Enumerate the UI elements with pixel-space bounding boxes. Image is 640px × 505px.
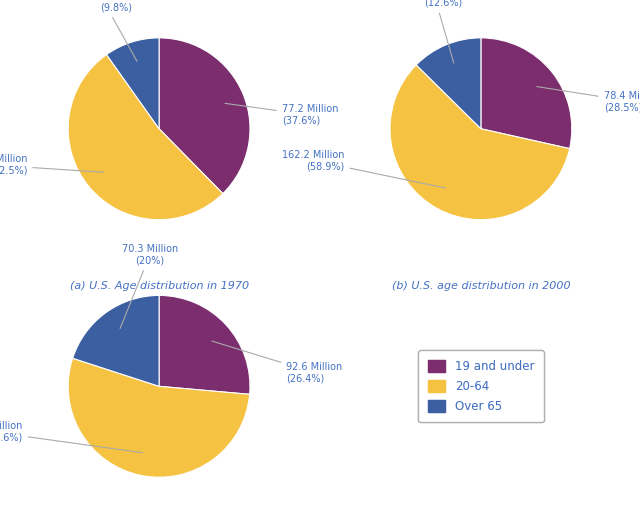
Text: 162.2 Million
(58.9%): 162.2 Million (58.9%) (282, 150, 445, 188)
Wedge shape (159, 295, 250, 394)
Wedge shape (68, 358, 250, 477)
Text: 34.8 Million
(12.6%): 34.8 Million (12.6%) (406, 0, 463, 63)
Text: 188.2 Million
(53.6%): 188.2 Million (53.6%) (0, 421, 143, 453)
Legend: 19 and under, 20-64, Over 65: 19 and under, 20-64, Over 65 (418, 350, 544, 422)
Wedge shape (68, 55, 223, 220)
Text: 107.7 Million
(52.5%): 107.7 Million (52.5%) (0, 155, 104, 176)
Wedge shape (72, 295, 159, 386)
Wedge shape (106, 38, 159, 129)
Text: 92.6 Million
(26.4%): 92.6 Million (26.4%) (212, 341, 342, 383)
Title: (b) U.S. age distribution in 2000: (b) U.S. age distribution in 2000 (392, 280, 570, 290)
Wedge shape (159, 38, 250, 193)
Title: (a) U.S. Age distribution in 1970: (a) U.S. Age distribution in 1970 (70, 280, 249, 290)
Text: 20.1 Million
(9.8%): 20.1 Million (9.8%) (76, 0, 137, 62)
Wedge shape (481, 38, 572, 148)
Text: 77.2 Million
(37.6%): 77.2 Million (37.6%) (225, 104, 339, 126)
Text: 78.4 Million
(28.5%): 78.4 Million (28.5%) (537, 86, 640, 112)
Wedge shape (390, 65, 570, 220)
Wedge shape (416, 38, 481, 129)
Text: 70.3 Million
(20%): 70.3 Million (20%) (120, 244, 178, 329)
